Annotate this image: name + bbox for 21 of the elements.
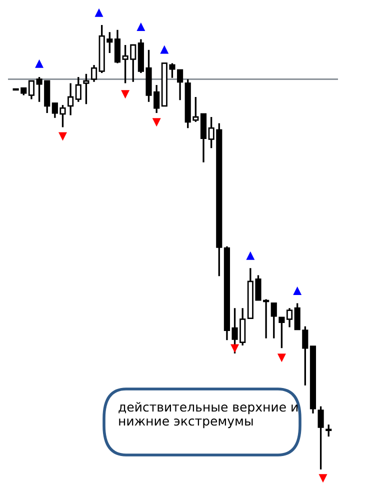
candlestick (75, 76, 82, 103)
point (160, 46, 168, 54)
candlestick (83, 73, 90, 105)
candlestick (90, 64, 98, 83)
point (35, 60, 44, 68)
candlestick (278, 316, 285, 349)
candlestick (286, 307, 293, 328)
point (278, 354, 286, 362)
candlestick (326, 424, 332, 438)
candlestick (114, 29, 121, 64)
candlestick (318, 406, 324, 470)
point (246, 252, 254, 260)
point (152, 118, 160, 126)
point (230, 344, 239, 352)
point (137, 23, 145, 32)
point (58, 132, 67, 140)
candlestick (270, 302, 277, 340)
point (121, 90, 130, 98)
annotation: действительные верхние и нижние экстремумы (118, 402, 298, 428)
point (294, 287, 302, 296)
candlestick (68, 82, 74, 116)
